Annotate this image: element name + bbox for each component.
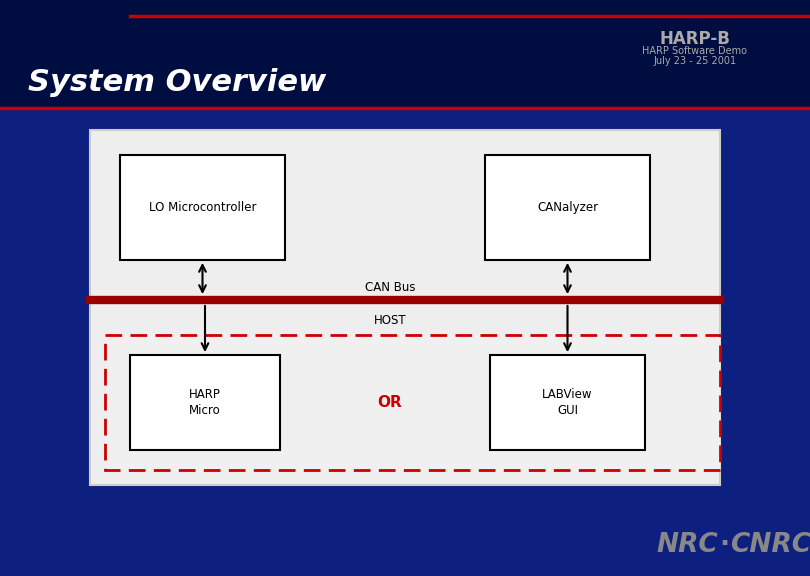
Text: LO Microcontroller: LO Microcontroller xyxy=(149,201,256,214)
Text: HOST: HOST xyxy=(373,314,407,327)
Text: HARP
Micro: HARP Micro xyxy=(189,388,221,416)
Bar xyxy=(130,355,280,450)
Bar xyxy=(105,335,720,470)
Bar xyxy=(90,130,720,485)
Text: ·: · xyxy=(719,532,729,558)
Bar xyxy=(0,0,810,110)
Bar xyxy=(490,355,645,450)
Bar xyxy=(485,155,650,260)
Text: HARP Software Demo: HARP Software Demo xyxy=(642,46,748,56)
Text: OR: OR xyxy=(377,395,403,410)
Text: HARP-B: HARP-B xyxy=(659,30,731,48)
Text: System Overview: System Overview xyxy=(28,68,326,97)
Text: CAN Bus: CAN Bus xyxy=(364,281,416,294)
Text: LABView
GUI: LABView GUI xyxy=(542,388,593,416)
Bar xyxy=(120,155,285,260)
Text: NRC: NRC xyxy=(656,532,718,558)
Text: CANalyzer: CANalyzer xyxy=(537,201,598,214)
Text: CNRC: CNRC xyxy=(730,532,810,558)
Text: July 23 - 25 2001: July 23 - 25 2001 xyxy=(654,56,736,66)
